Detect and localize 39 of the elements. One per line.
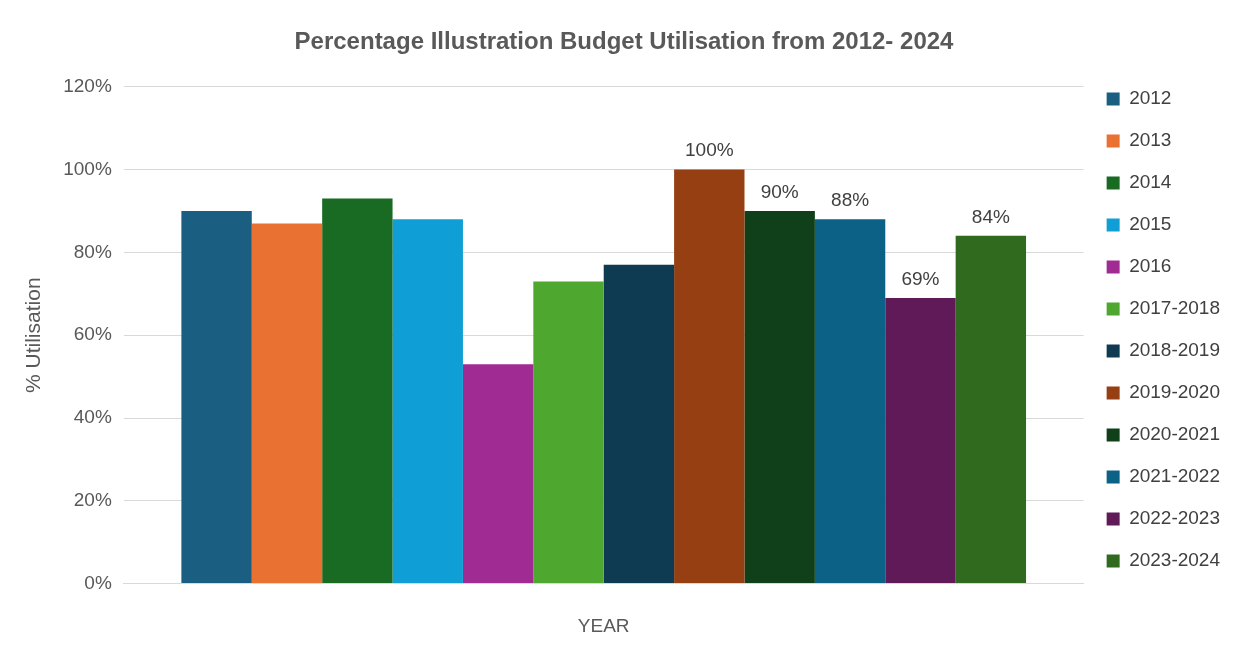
bar: [955, 235, 1027, 584]
y-tick-label: 100%: [63, 157, 112, 179]
legend-label: 2015: [1129, 213, 1172, 235]
bar: [674, 169, 745, 584]
data-label: 69%: [901, 267, 940, 289]
bar: [603, 264, 675, 584]
y-tick-label: 40%: [73, 406, 112, 428]
legend-label: 2016: [1129, 255, 1172, 277]
chart-title: Percentage Illustration Budget Utilisation from 2012- 2024: [294, 27, 955, 55]
bar: [181, 211, 252, 584]
legend-label: 2013: [1129, 129, 1172, 151]
legend-label: 2020-2021: [1129, 423, 1221, 445]
y-axis-title: % Utilisation: [21, 277, 45, 393]
y-tick-label: 120%: [63, 75, 112, 97]
legend-label: 2017-2018: [1129, 297, 1221, 319]
y-tick-label: 60%: [73, 323, 112, 345]
legend-label: 2012: [1129, 87, 1172, 109]
data-label: 100%: [684, 139, 734, 161]
bar: [251, 223, 323, 584]
bar: [885, 297, 956, 584]
bar: [533, 281, 604, 584]
y-tick-label: 20%: [73, 489, 112, 511]
bar: [744, 211, 815, 584]
data-label: 90%: [760, 180, 799, 202]
legend-label: 2022-2023: [1129, 507, 1221, 529]
legend-label: 2014: [1129, 171, 1172, 193]
x-axis-title: YEAR: [577, 614, 630, 636]
data-label: 84%: [971, 205, 1010, 227]
y-tick-label: 0%: [84, 571, 112, 593]
legend-label: 2019-2020: [1129, 381, 1221, 403]
legend-label: 2021-2022: [1129, 465, 1221, 487]
bar: [462, 364, 534, 584]
bar: [322, 198, 393, 584]
legend-label: 2018-2019: [1129, 339, 1221, 361]
y-tick-label: 80%: [73, 240, 112, 262]
bar: [392, 219, 463, 584]
bar: [814, 219, 886, 584]
legend-label: 2023-2024: [1129, 549, 1221, 571]
data-label: 88%: [831, 189, 870, 211]
